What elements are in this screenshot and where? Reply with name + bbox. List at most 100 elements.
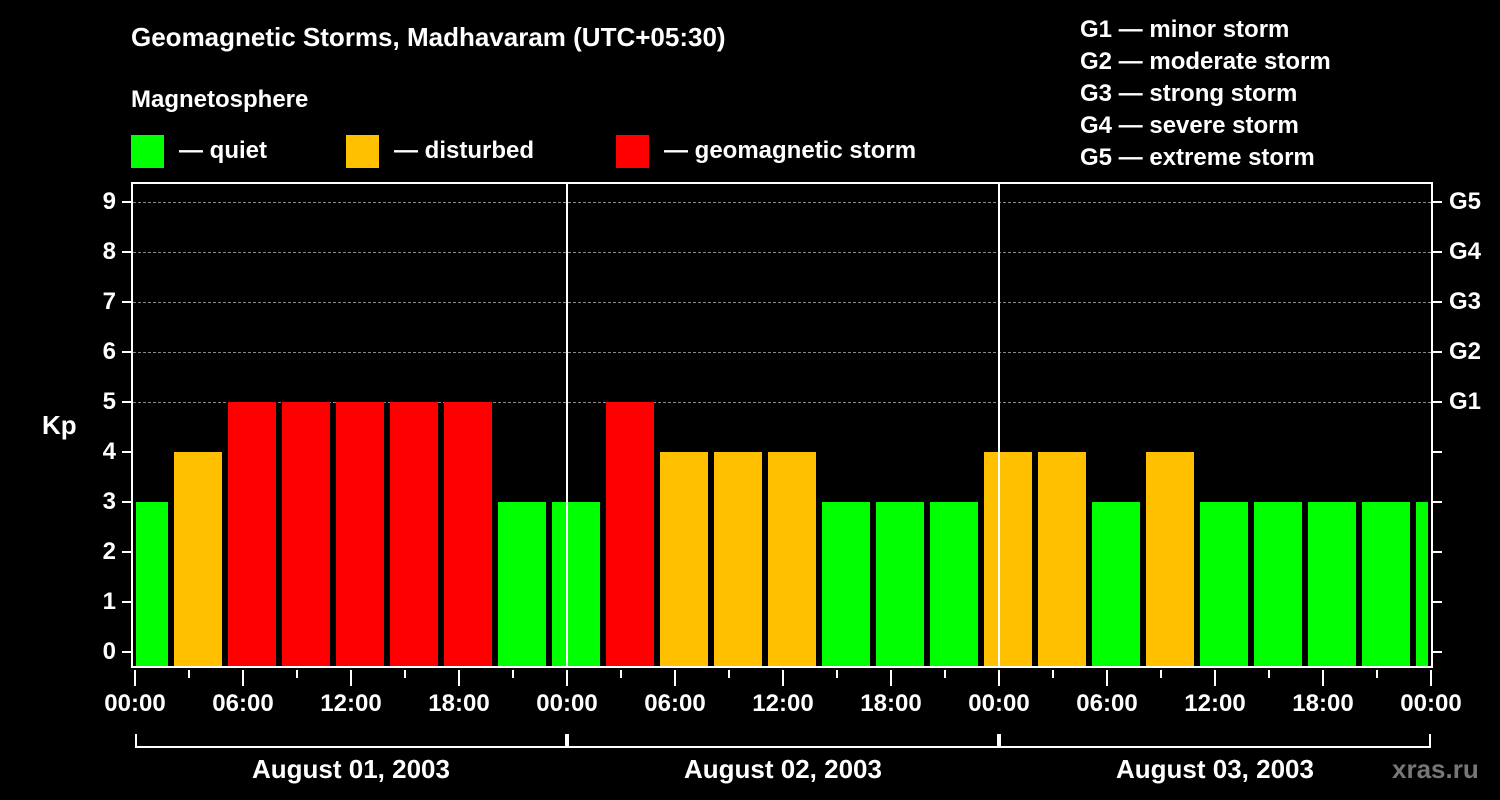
x-tick (242, 670, 244, 686)
x-tick (296, 670, 298, 678)
y-tick-label: 2 (102, 538, 116, 565)
x-tick (620, 670, 622, 678)
legend-label: — geomagnetic storm (664, 137, 917, 164)
right-tick (1433, 301, 1442, 303)
legend-storm: — geomagnetic storm (616, 134, 916, 168)
x-tick (944, 670, 946, 678)
right-tick (1433, 601, 1442, 603)
y-tick (122, 251, 131, 253)
x-tick-label: 18:00 (1292, 690, 1354, 717)
day-label: August 02, 2003 (684, 754, 882, 784)
x-tick (1376, 670, 1378, 678)
kp-bar (606, 402, 654, 666)
g-scale-item: G3 — strong storm (1080, 80, 1298, 107)
y-tick (122, 201, 131, 203)
x-tick (1214, 670, 1216, 686)
kp-bar (228, 402, 276, 666)
y-tick-label: 5 (102, 388, 116, 415)
kp-bar (660, 452, 708, 666)
x-tick (1106, 670, 1108, 686)
kp-bar (444, 402, 492, 666)
right-tick (1433, 551, 1442, 553)
kp-bar (282, 402, 330, 666)
g-level-label: G4 (1449, 238, 1482, 265)
kp-bar (984, 452, 1032, 666)
kp-bar (1146, 452, 1194, 666)
kp-bar (390, 402, 438, 666)
kp-bar (1362, 502, 1410, 666)
kp-bar (174, 452, 222, 666)
kp-bar (1254, 502, 1302, 666)
legend-swatch-storm (616, 134, 649, 168)
day-bracket (135, 734, 567, 748)
x-tick-label: 12:00 (752, 690, 814, 717)
g-level-label: G1 (1449, 388, 1482, 415)
chart-subtitle: Magnetosphere (131, 86, 309, 113)
right-tick (1433, 251, 1442, 253)
kp-bar (768, 452, 816, 666)
gridline (133, 402, 1431, 403)
x-tick (1160, 670, 1162, 678)
x-tick-label: 06:00 (644, 690, 706, 717)
x-tick (998, 670, 1000, 686)
x-tick (1052, 670, 1054, 678)
kp-bar (552, 502, 600, 666)
x-tick (350, 670, 352, 686)
chart-title: Geomagnetic Storms, Madhavaram (UTC+05:3… (131, 22, 726, 52)
x-tick (836, 670, 838, 678)
day-label: August 01, 2003 (252, 754, 450, 784)
x-tick-label: 18:00 (428, 690, 490, 717)
g-level-label: G2 (1449, 338, 1482, 365)
x-tick (1430, 670, 1432, 686)
legend-quiet: — quiet (131, 134, 267, 168)
g-scale-item: G4 — severe storm (1080, 112, 1299, 139)
x-tick (782, 670, 784, 686)
y-tick (122, 501, 131, 503)
x-tick (188, 670, 190, 678)
legend-disturbed: — disturbed (346, 134, 534, 168)
y-tick-label: 9 (102, 188, 116, 215)
right-tick (1433, 651, 1442, 653)
g-scale-item: G2 — moderate storm (1080, 48, 1331, 75)
x-tick (134, 670, 136, 686)
legend-swatch-quiet (131, 134, 164, 168)
x-tick-label: 00:00 (968, 690, 1030, 717)
kp-bar (136, 502, 168, 666)
x-tick (1268, 670, 1270, 678)
y-tick (122, 451, 131, 453)
x-tick-label: 00:00 (104, 690, 166, 717)
right-tick (1433, 501, 1442, 503)
x-tick (890, 670, 892, 686)
watermark: xras.ru (1392, 754, 1479, 784)
day-bracket (567, 734, 999, 748)
y-tick (122, 351, 131, 353)
y-tick-label: 1 (102, 588, 116, 615)
kp-bar (930, 502, 978, 666)
x-tick (1322, 670, 1324, 686)
kp-bar (336, 402, 384, 666)
right-tick (1433, 401, 1442, 403)
y-tick (122, 551, 131, 553)
y-tick-label: 6 (102, 338, 116, 365)
kp-bar (1038, 452, 1086, 666)
kp-bar (498, 502, 546, 666)
day-separator (566, 184, 568, 666)
x-tick-label: 00:00 (536, 690, 598, 717)
right-tick (1433, 351, 1442, 353)
x-tick (728, 670, 730, 678)
day-bracket (999, 734, 1431, 748)
right-tick (1433, 451, 1442, 453)
y-tick-label: 7 (102, 288, 116, 315)
kp-bar (876, 502, 924, 666)
gridline (133, 352, 1431, 353)
y-tick (122, 651, 131, 653)
y-tick-label: 0 (102, 638, 116, 665)
g-scale-legend: G1 — minor storm G2 — moderate storm G3 … (1080, 14, 1331, 174)
g-level-label: G3 (1449, 288, 1482, 315)
x-tick (404, 670, 406, 678)
x-tick (512, 670, 514, 678)
x-tick-label: 00:00 (1400, 690, 1462, 717)
legend-label: — quiet (179, 137, 267, 164)
kp-bar (822, 502, 870, 666)
x-tick-label: 06:00 (212, 690, 274, 717)
